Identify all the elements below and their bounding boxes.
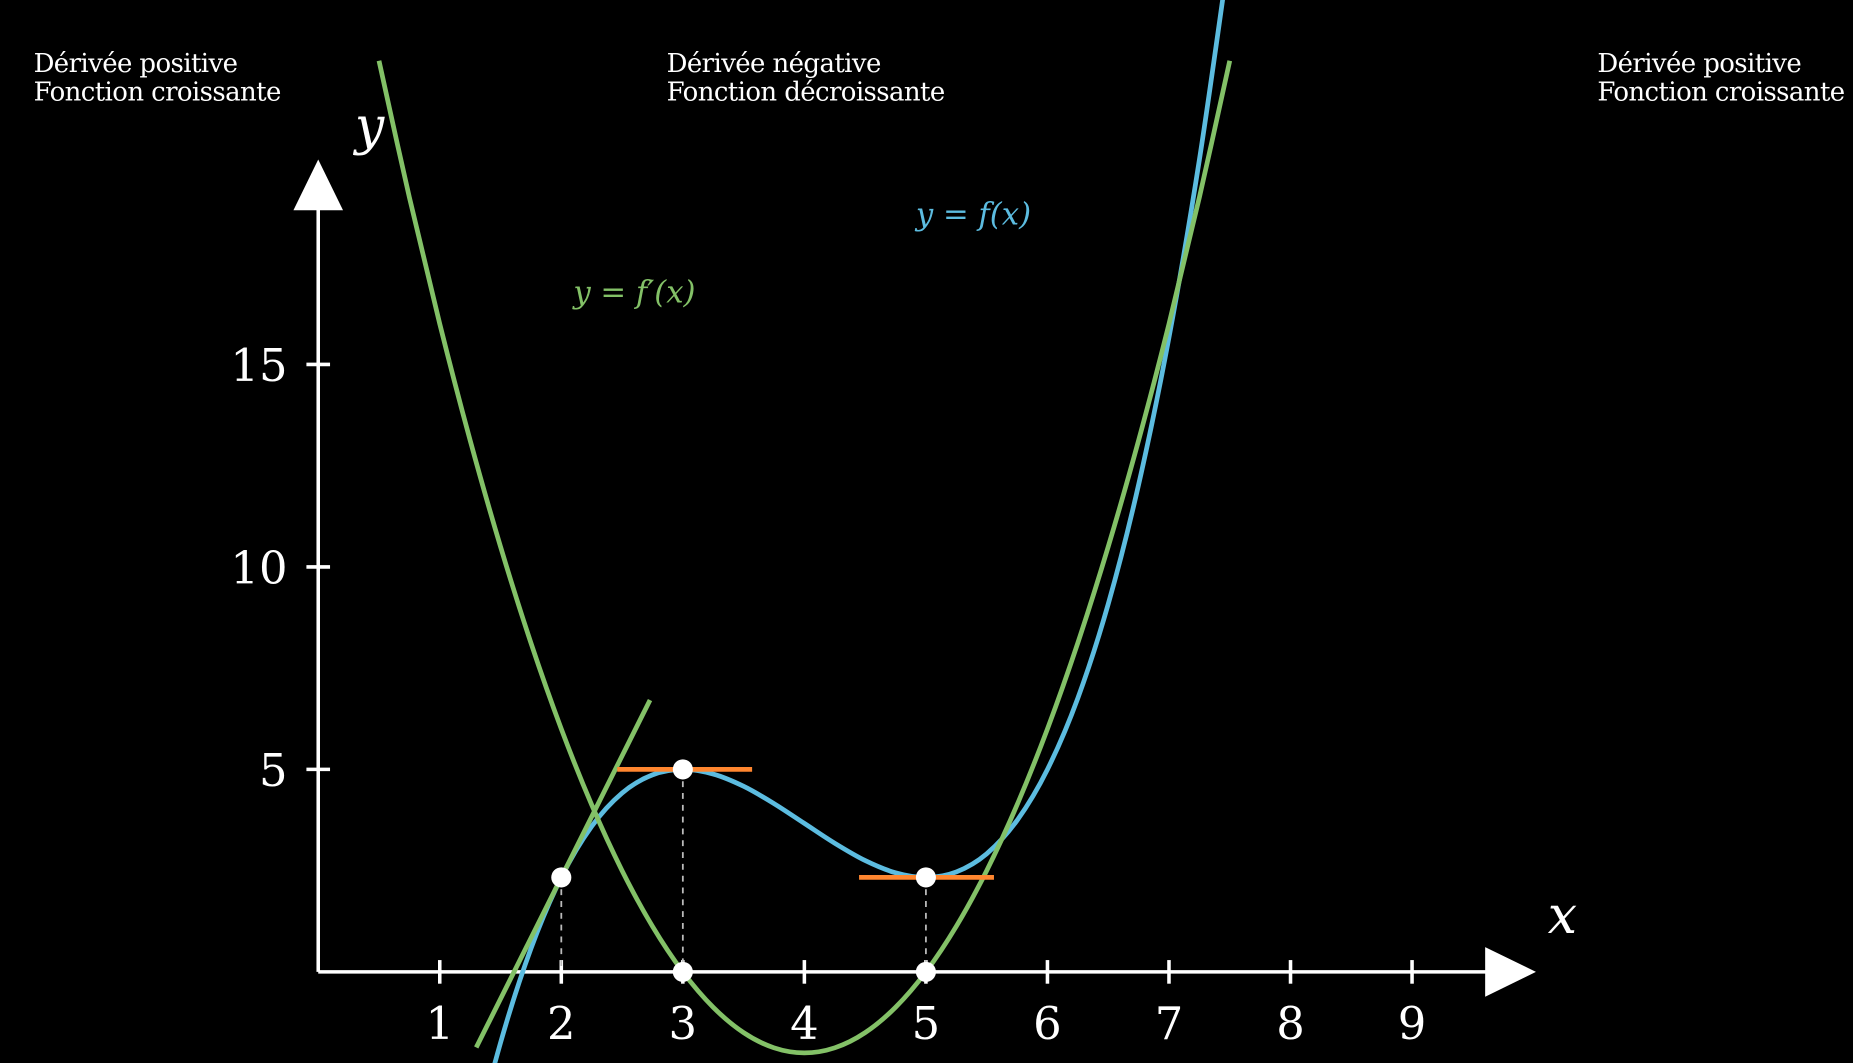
x-tick-label: 6	[1033, 997, 1062, 1050]
y-axis-label: y	[353, 97, 385, 157]
x-tick-label: 7	[1155, 997, 1184, 1050]
y-tick-label: 15	[230, 339, 287, 392]
y-tick-label: 5	[259, 744, 288, 797]
annotation: Dérivée négative	[667, 49, 881, 79]
annotation: Fonction croissante	[1597, 77, 1844, 107]
point	[672, 759, 693, 780]
point	[551, 867, 572, 888]
annotation: Fonction croissante	[34, 77, 281, 107]
x-tick-label: 2	[547, 997, 576, 1050]
x-tick-label: 8	[1276, 997, 1305, 1050]
curve-label: y = f(x)	[914, 197, 1031, 232]
x-axis-arrow	[1485, 947, 1536, 997]
curve	[492, 0, 1225, 1063]
point	[672, 961, 693, 982]
x-tick-label: 1	[425, 997, 454, 1050]
annotation: Fonction décroissante	[667, 77, 945, 107]
y-axis-arrow	[293, 159, 344, 211]
curve	[376, 60, 1233, 1056]
point	[915, 961, 936, 982]
x-tick-label: 3	[669, 997, 698, 1050]
x-tick-label: 4	[790, 997, 819, 1050]
x-axis-label: x	[1548, 886, 1577, 946]
annotation: Dérivée positive	[34, 49, 238, 79]
point	[915, 867, 936, 888]
x-tick-label: 9	[1398, 997, 1427, 1050]
y-tick-label: 10	[230, 541, 287, 594]
curve-label: y = f′(x)	[571, 275, 695, 310]
x-tick-label: 5	[912, 997, 941, 1050]
annotation: Dérivée positive	[1597, 49, 1801, 79]
